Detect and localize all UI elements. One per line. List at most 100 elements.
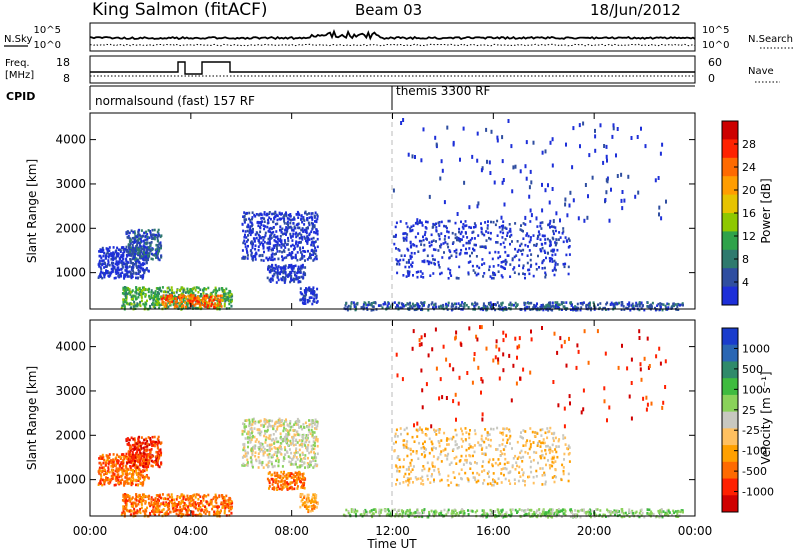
power-cell xyxy=(501,135,503,139)
velocity-cell xyxy=(158,457,160,460)
velocity-cell xyxy=(124,512,126,515)
power-cell xyxy=(449,269,451,272)
velocity-cell xyxy=(116,454,118,457)
velocity-cell xyxy=(210,500,212,503)
velocity-cell xyxy=(141,447,143,450)
power-cell xyxy=(145,242,147,245)
power-cell xyxy=(251,240,253,243)
power-cell xyxy=(537,255,539,258)
velocity-cell xyxy=(133,512,135,515)
power-cell xyxy=(367,304,369,307)
power-cell xyxy=(505,238,507,241)
power-cell xyxy=(148,288,150,291)
power-cell xyxy=(288,264,290,267)
power-cell xyxy=(259,254,261,257)
power-cell xyxy=(444,238,446,241)
power-cell xyxy=(476,274,478,277)
velocity-cell xyxy=(102,469,104,472)
velocity-cell xyxy=(130,466,132,469)
velocity-cell xyxy=(112,463,114,466)
power-cell xyxy=(141,249,143,252)
power-cell xyxy=(415,236,417,239)
velocity-cell xyxy=(242,456,244,459)
power-cell xyxy=(365,304,367,307)
velocity-cell xyxy=(301,443,303,446)
power-cell xyxy=(288,248,290,251)
power-cell xyxy=(155,244,157,247)
power-cell xyxy=(530,302,532,305)
power-cell xyxy=(277,250,279,253)
power-cell xyxy=(123,276,125,279)
power-cell xyxy=(564,266,566,269)
velocity-cell xyxy=(156,462,158,465)
power-cell xyxy=(103,259,105,262)
power-cell xyxy=(448,257,450,260)
power-cell xyxy=(480,227,482,230)
power-cell xyxy=(523,302,525,305)
velocity-cell xyxy=(154,461,156,464)
power-cell xyxy=(410,230,412,233)
power-cell xyxy=(511,189,513,193)
power-cell xyxy=(422,276,424,279)
power-cell xyxy=(290,275,292,278)
power-cell xyxy=(506,234,508,237)
power-cell xyxy=(278,265,280,268)
power-cell xyxy=(558,231,560,234)
velocity-cell xyxy=(197,502,199,505)
power-cell xyxy=(456,277,458,280)
power-cell xyxy=(652,302,654,305)
power-cell xyxy=(536,225,538,228)
power-cell xyxy=(170,296,172,299)
power-cell xyxy=(292,233,294,236)
power-cell xyxy=(445,303,447,306)
velocity-cell xyxy=(266,464,268,467)
velocity-cell xyxy=(279,445,281,448)
power-cell xyxy=(171,286,173,289)
velocity-cell xyxy=(252,454,254,457)
power-cell xyxy=(404,254,406,257)
velocity-cell xyxy=(211,508,213,511)
power-cell xyxy=(309,216,311,219)
velocity-cell xyxy=(144,446,146,449)
power-cell xyxy=(247,226,249,229)
power-cell xyxy=(262,255,264,258)
velocity-cell xyxy=(127,438,129,441)
velocity-cell xyxy=(281,488,283,491)
velocity-cell xyxy=(177,503,179,506)
power-cell xyxy=(514,271,516,274)
power-cell xyxy=(411,252,413,255)
velocity-cell xyxy=(301,428,303,431)
power-cell xyxy=(307,250,309,253)
power-cell xyxy=(264,220,266,223)
power-cell xyxy=(175,297,177,300)
velocity-cell xyxy=(135,484,137,487)
power-cell xyxy=(520,169,522,173)
power-cell xyxy=(282,244,284,247)
power-cell xyxy=(263,228,265,231)
velocity-cell xyxy=(118,482,120,485)
power-cell xyxy=(465,248,467,251)
power-cell xyxy=(426,227,428,230)
power-cell xyxy=(465,220,467,223)
power-cell xyxy=(270,258,272,261)
velocity-cell xyxy=(133,444,135,447)
power-cell xyxy=(173,292,175,295)
velocity-cell xyxy=(317,445,319,448)
velocity-cell xyxy=(132,496,134,499)
power-cell xyxy=(440,232,442,235)
velocity-cell xyxy=(282,430,284,433)
power-cell xyxy=(143,232,145,235)
power-cell xyxy=(544,272,546,275)
power-cell xyxy=(126,302,128,305)
velocity-cell xyxy=(244,450,246,453)
beam-title: Beam 03 xyxy=(355,1,422,19)
velocity-cell xyxy=(254,427,256,430)
velocity-cell xyxy=(291,458,293,461)
power-cell xyxy=(290,279,292,282)
velocity-cell xyxy=(249,438,251,441)
power-cell xyxy=(544,306,546,309)
power-cell xyxy=(454,303,456,306)
power-cell xyxy=(414,304,416,307)
